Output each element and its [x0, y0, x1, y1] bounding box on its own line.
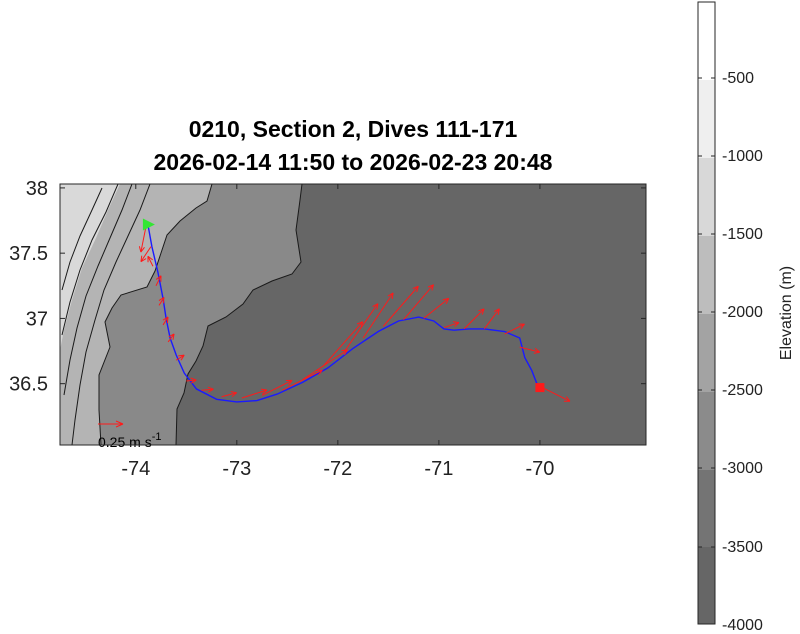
x-tick-label: -74: [121, 458, 150, 480]
current-vector: [483, 308, 500, 330]
colorbar-tick-label: -1000: [722, 148, 763, 165]
current-vector: [158, 296, 165, 306]
glider-track: [147, 224, 539, 403]
colorbar-tick-label: -500: [722, 70, 754, 87]
colorbar-tick-label: -2000: [722, 304, 763, 321]
colorbar-tick-labels: -500 -1000 -1500 -2000 -2500 -3000 -3500…: [722, 70, 763, 634]
current-vector: [155, 275, 162, 287]
x-tick-label: -73: [222, 458, 251, 480]
colorbar-tick-label: -3500: [722, 539, 763, 556]
current-vector: [201, 386, 214, 393]
current-vector: [138, 226, 147, 253]
plot-frame: [59, 183, 647, 446]
colorbar: -500 -1000 -1500 -2000 -2500 -3000 -3500…: [697, 1, 795, 634]
colorbar-tick-label: -1500: [722, 226, 763, 243]
axis-tick-labels: -74 -73 -72 -71 -70 36.5 37 37.5 38: [9, 178, 554, 480]
current-vector: [423, 297, 450, 319]
bathymetry-shelf: [60, 184, 120, 350]
current-vector: [147, 255, 154, 267]
bathymetry-slope-2000: [60, 184, 212, 445]
y-tick-label: 36.5: [9, 374, 48, 396]
end-marker: [535, 383, 545, 393]
chart-title-line1: 0210, Section 2, Dives 111-171: [189, 116, 518, 142]
colorbar-bands: [698, 2, 715, 624]
scale-arrow: [98, 420, 124, 428]
current-vector: [403, 284, 435, 321]
x-tick-label: -72: [323, 458, 352, 480]
current-vector: [443, 321, 460, 329]
current-vector: [342, 303, 379, 354]
current-vector: [241, 388, 268, 399]
current-vector: [504, 323, 525, 335]
scale-label: 0.25 m s-1: [98, 431, 161, 450]
current-vector: [175, 354, 185, 361]
current-vector: [362, 292, 394, 339]
axis-tick-marks: [60, 184, 646, 445]
current-vectors: [138, 226, 571, 402]
map-plot: [60, 184, 646, 445]
chart-title-line2: 2026-02-14 11:50 to 2026-02-23 20:48: [154, 149, 553, 175]
current-vector: [186, 377, 197, 384]
x-tick-label: -70: [525, 458, 554, 480]
current-vector: [519, 346, 541, 354]
y-tick-label: 38: [26, 178, 48, 200]
current-vector: [221, 391, 237, 398]
y-tick-label: 37: [26, 308, 48, 330]
current-vector: [539, 385, 571, 402]
current-vector: [382, 285, 419, 327]
depth-contours: [61, 184, 303, 445]
current-vector: [162, 316, 169, 326]
colorbar-tick-label: -3000: [722, 460, 763, 477]
current-vector: [261, 379, 293, 396]
y-tick-label: 37.5: [9, 243, 48, 265]
x-tick-label: -71: [424, 458, 453, 480]
current-vector: [140, 246, 152, 263]
colorbar-tick-label: -4000: [722, 617, 763, 634]
start-marker: [142, 218, 155, 231]
current-vector: [463, 308, 485, 330]
current-vector: [167, 333, 175, 343]
colorbar-frame: [697, 1, 716, 625]
colorbar-tick-label: -2500: [722, 382, 763, 399]
colorbar-label: Elevation (m): [778, 266, 795, 360]
colorbar-tick-marks: [698, 77, 715, 625]
